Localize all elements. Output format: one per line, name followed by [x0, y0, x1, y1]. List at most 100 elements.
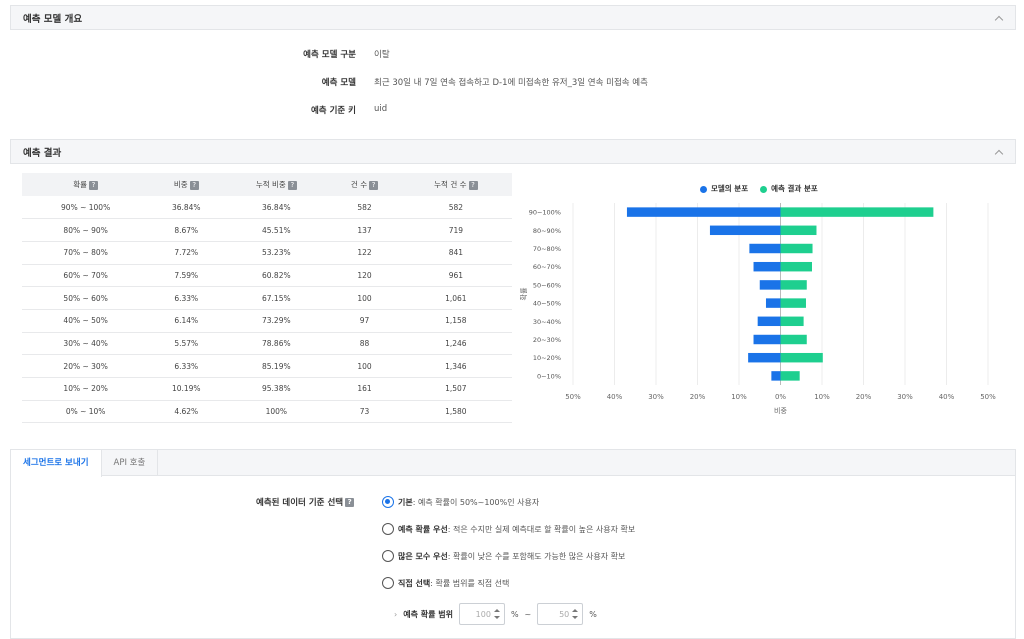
radio-icon[interactable] [382, 550, 394, 562]
table-cell: 0% ~ 10% [22, 400, 150, 424]
help-icon[interactable]: ? [189, 180, 199, 190]
col-cumulative-count: 누적 건 수? [399, 173, 512, 196]
legend-item-result[interactable]: 예측 결과 분포 [760, 183, 818, 194]
legend-dot [700, 185, 707, 193]
stepper-icon[interactable] [493, 609, 500, 619]
stepper-icon[interactable] [572, 609, 579, 619]
col-cumulative-share: 누적 비중? [223, 173, 330, 196]
x-tick-label: 20% [690, 393, 706, 401]
overview-row-model: 예측 모델 최근 30일 내 7일 연속 접속하고 D-1에 미접속한 유저_3… [0, 76, 1024, 90]
x-tick-label: 10% [814, 393, 830, 401]
option-title: 예측 확률 우선 [398, 524, 448, 534]
table-cell: 8.67% [149, 218, 224, 242]
option-custom[interactable]: 직접 선택 : 확률 범위를 직접 선택 [382, 577, 509, 589]
percent-unit: % [589, 609, 597, 619]
overview-header[interactable]: 예측 모델 개요 [10, 5, 1016, 30]
y-tick-label: 80~90% [533, 227, 561, 235]
option-desc: : 예측 확률이 50%~100%인 사용자 [412, 497, 540, 507]
x-tick-label: 40% [607, 393, 623, 401]
table-cell: 1,507 [399, 377, 512, 401]
chart-legend: 모델의 분포 예측 결과 분포 [700, 183, 818, 194]
table-cell: 582 [329, 196, 400, 220]
table-cell: 80% ~ 90% [22, 218, 150, 242]
table-row: 10% ~ 20% 10.19% 95.38% 161 1,507 [22, 377, 512, 401]
overview-title: 예측 모델 개요 [23, 13, 83, 25]
x-tick-label: 30% [648, 393, 664, 401]
y-tick-label: 20~30% [533, 336, 561, 344]
y-tick-label: 0~10% [537, 372, 561, 380]
tab-api-call[interactable]: API 호출 [102, 450, 159, 476]
table-cell: 78.86% [223, 332, 330, 356]
option-title: 직접 선택 [398, 578, 431, 588]
table-cell: 70% ~ 80% [22, 241, 150, 265]
table-cell: 6.33% [149, 354, 224, 378]
bar [753, 334, 781, 345]
col-label: 비중 [173, 180, 188, 189]
table-cell: 88 [329, 332, 400, 356]
bar [780, 371, 800, 381]
radio-icon[interactable] [382, 577, 394, 589]
range-from-input[interactable]: 100 [458, 603, 505, 625]
table-cell: 7.59% [149, 264, 224, 288]
tab-bar: 세그먼트로 보내기 API 호출 [11, 450, 1015, 477]
probability-range: › 예측 확률 범위 100 % ~ 50 % [394, 603, 597, 625]
legend-item-model[interactable]: 모델의 분포 [700, 183, 748, 194]
tab-send-to-segment[interactable]: 세그먼트로 보내기 [11, 450, 102, 477]
table-cell: 582 [399, 196, 512, 220]
help-icon[interactable]: ? [89, 180, 99, 190]
bar [626, 207, 781, 217]
table-row: 60% ~ 70% 7.59% 60.82% 120 961 [22, 264, 512, 288]
table-cell: 90% ~ 100% [22, 196, 150, 220]
table-row: 20% ~ 30% 6.33% 85.19% 100 1,346 [22, 354, 512, 378]
bar [780, 352, 823, 363]
legend-dot [760, 185, 768, 193]
help-icon[interactable]: ? [369, 180, 379, 190]
option-probability-first[interactable]: 예측 확률 우선 : 적은 수지만 실제 예측대로 할 확률이 높은 사용자 확… [382, 523, 635, 535]
table-header-row: 확률? 비중? 누적 비중? 건 수? 누적 건 수? [22, 173, 512, 196]
table-cell: 1,061 [399, 286, 512, 310]
y-tick-label: 90~100% [529, 209, 561, 217]
table-cell: 161 [329, 377, 400, 401]
row-label: 예측 모델 구분 [303, 50, 356, 60]
help-icon[interactable]: ? [287, 180, 297, 190]
table-cell: 100 [329, 286, 400, 310]
option-population-first[interactable]: 많은 모수 우선 : 확률이 낮은 수를 포함해도 가능한 많은 사용자 확보 [382, 550, 625, 562]
radio-icon[interactable] [382, 523, 394, 535]
row-value: uid [374, 104, 388, 114]
range-to-input[interactable]: 50 [537, 603, 584, 625]
table-cell: 50% ~ 60% [22, 286, 150, 310]
distribution-chart: 50% 40% 30% 20% 10% 0% 10% 20% 30% 40% 50% 비중 확률 90~1… [520, 203, 996, 415]
table-row: 70% ~ 80% 7.72% 53.23% 122 841 [22, 241, 512, 265]
table-row: 80% ~ 90% 8.67% 45.51% 137 719 [22, 218, 512, 242]
help-icon[interactable]: ? [468, 180, 478, 190]
col-label: 건 수 [350, 180, 368, 189]
chevron-up-icon[interactable] [995, 148, 1003, 156]
table-row: 0% ~ 10% 4.62% 100% 73 1,580 [22, 400, 512, 424]
bar [780, 334, 807, 345]
y-tick-label: 10~20% [533, 354, 561, 362]
x-tick-label: 40% [939, 393, 955, 401]
bar [771, 371, 781, 381]
help-icon[interactable]: ? [345, 498, 355, 507]
table-cell: 73.29% [223, 309, 330, 333]
range-tilde: ~ [524, 609, 532, 619]
table-row: 50% ~ 60% 6.33% 67.15% 100 1,061 [22, 286, 512, 310]
bar [757, 316, 781, 327]
col-label: 누적 건 수 [434, 180, 467, 189]
bar [749, 243, 781, 254]
table-cell: 120 [329, 264, 400, 288]
results-header[interactable]: 예측 결과 [10, 139, 1016, 164]
table-cell: 137 [329, 218, 400, 242]
chevron-right-icon: › [394, 609, 398, 619]
table-cell: 1,158 [399, 309, 512, 333]
chevron-up-icon[interactable] [995, 14, 1003, 22]
table-row: 30% ~ 40% 5.57% 78.86% 88 1,246 [22, 332, 512, 356]
col-label: 확률 [73, 180, 88, 189]
bar [780, 316, 804, 327]
y-tick-label: 70~80% [533, 245, 561, 253]
radio-checked-icon[interactable] [382, 496, 394, 508]
option-title: 기본 [398, 497, 413, 507]
x-tick-label: 50% [980, 393, 996, 401]
overview-row-key: 예측 기준 키 uid [0, 104, 1024, 118]
option-default[interactable]: 기본 : 예측 확률이 50%~100%인 사용자 [382, 496, 539, 508]
